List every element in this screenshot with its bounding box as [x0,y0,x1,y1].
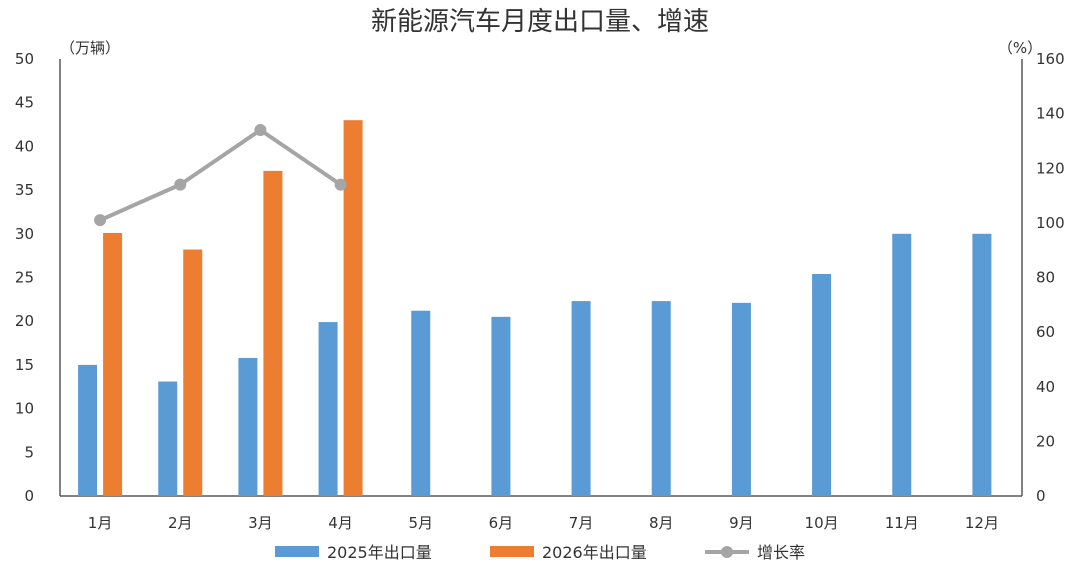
left-tick-label: 25 [15,269,34,287]
right-tick-label: 80 [1036,269,1055,287]
bar-2026 [183,249,203,496]
right-tick-label: 100 [1036,214,1065,232]
right-tick-label: 0 [1036,487,1046,505]
left-tick-label: 45 [15,94,34,112]
x-tick-label: 2月 [168,514,193,532]
legend-swatch [490,546,534,557]
x-tick-label: 8月 [649,514,674,532]
x-tick-label: 5月 [408,514,433,532]
left-axis-unit: （万辆） [60,39,120,57]
x-tick-label: 9月 [729,514,754,532]
legend-marker [721,546,733,558]
bar-2025 [318,322,338,496]
left-tick-label: 40 [15,137,34,155]
bar-2025 [651,301,671,496]
x-tick-label: 11月 [885,514,919,532]
growth-rate-point [334,178,347,191]
x-tick-label: 12月 [965,514,999,532]
legend-label: 2025年出口量 [327,543,432,562]
x-tick-label: 6月 [489,514,514,532]
bar-2026 [343,120,363,497]
left-tick-label: 35 [15,181,34,199]
right-tick-label: 40 [1036,378,1055,396]
right-axis-unit: （%） [998,39,1042,57]
x-tick-label: 3月 [248,514,273,532]
bars [78,120,992,497]
left-tick-label: 30 [15,225,34,243]
bar-2025 [158,381,178,496]
growth-rate-point [254,124,267,137]
left-tick-label: 20 [15,312,34,330]
legend-label: 2026年出口量 [542,543,647,562]
bar-2025 [238,357,258,496]
left-tick-label: 15 [15,356,34,374]
bar-2025 [812,274,832,496]
x-tick-label: 1月 [88,514,113,532]
x-tick-label: 4月 [328,514,353,532]
left-tick-label: 10 [15,400,34,418]
bar-2026 [103,232,123,496]
right-tick-label: 140 [1036,105,1065,123]
right-tick-label: 20 [1036,432,1055,450]
right-tick-label: 160 [1036,50,1065,68]
x-tick-label: 10月 [805,514,839,532]
bar-2025 [78,364,98,496]
bar-2025 [571,301,591,496]
bar-2025 [972,233,992,497]
right-tick-label: 60 [1036,323,1055,341]
bar-2025 [892,233,912,497]
bar-2026 [263,170,283,496]
legend-label: 增长率 [757,543,805,562]
bar-2025 [411,310,431,496]
axes: 0 5 10 15 20 25 30 35 40 45 50 0 20 40 60 80 100 120 140 16… [15,50,1065,532]
chart-title: 新能源汽车月度出口量、增速 [371,7,709,37]
right-tick-label: 120 [1036,159,1065,177]
left-tick-label: 5 [24,443,34,461]
growth-line [94,124,347,227]
left-tick-label: 50 [15,50,34,68]
legend-swatch [275,546,319,557]
growth-rate-point [174,178,187,191]
left-tick-label: 0 [24,487,34,505]
bar-2025 [491,316,511,496]
growth-rate-line [99,128,342,222]
bar-2025 [731,302,751,496]
x-tick-label: 7月 [569,514,594,532]
growth-rate-point [94,214,107,227]
legend: 2025年出口量 2026年出口量 增长率 [275,543,805,562]
